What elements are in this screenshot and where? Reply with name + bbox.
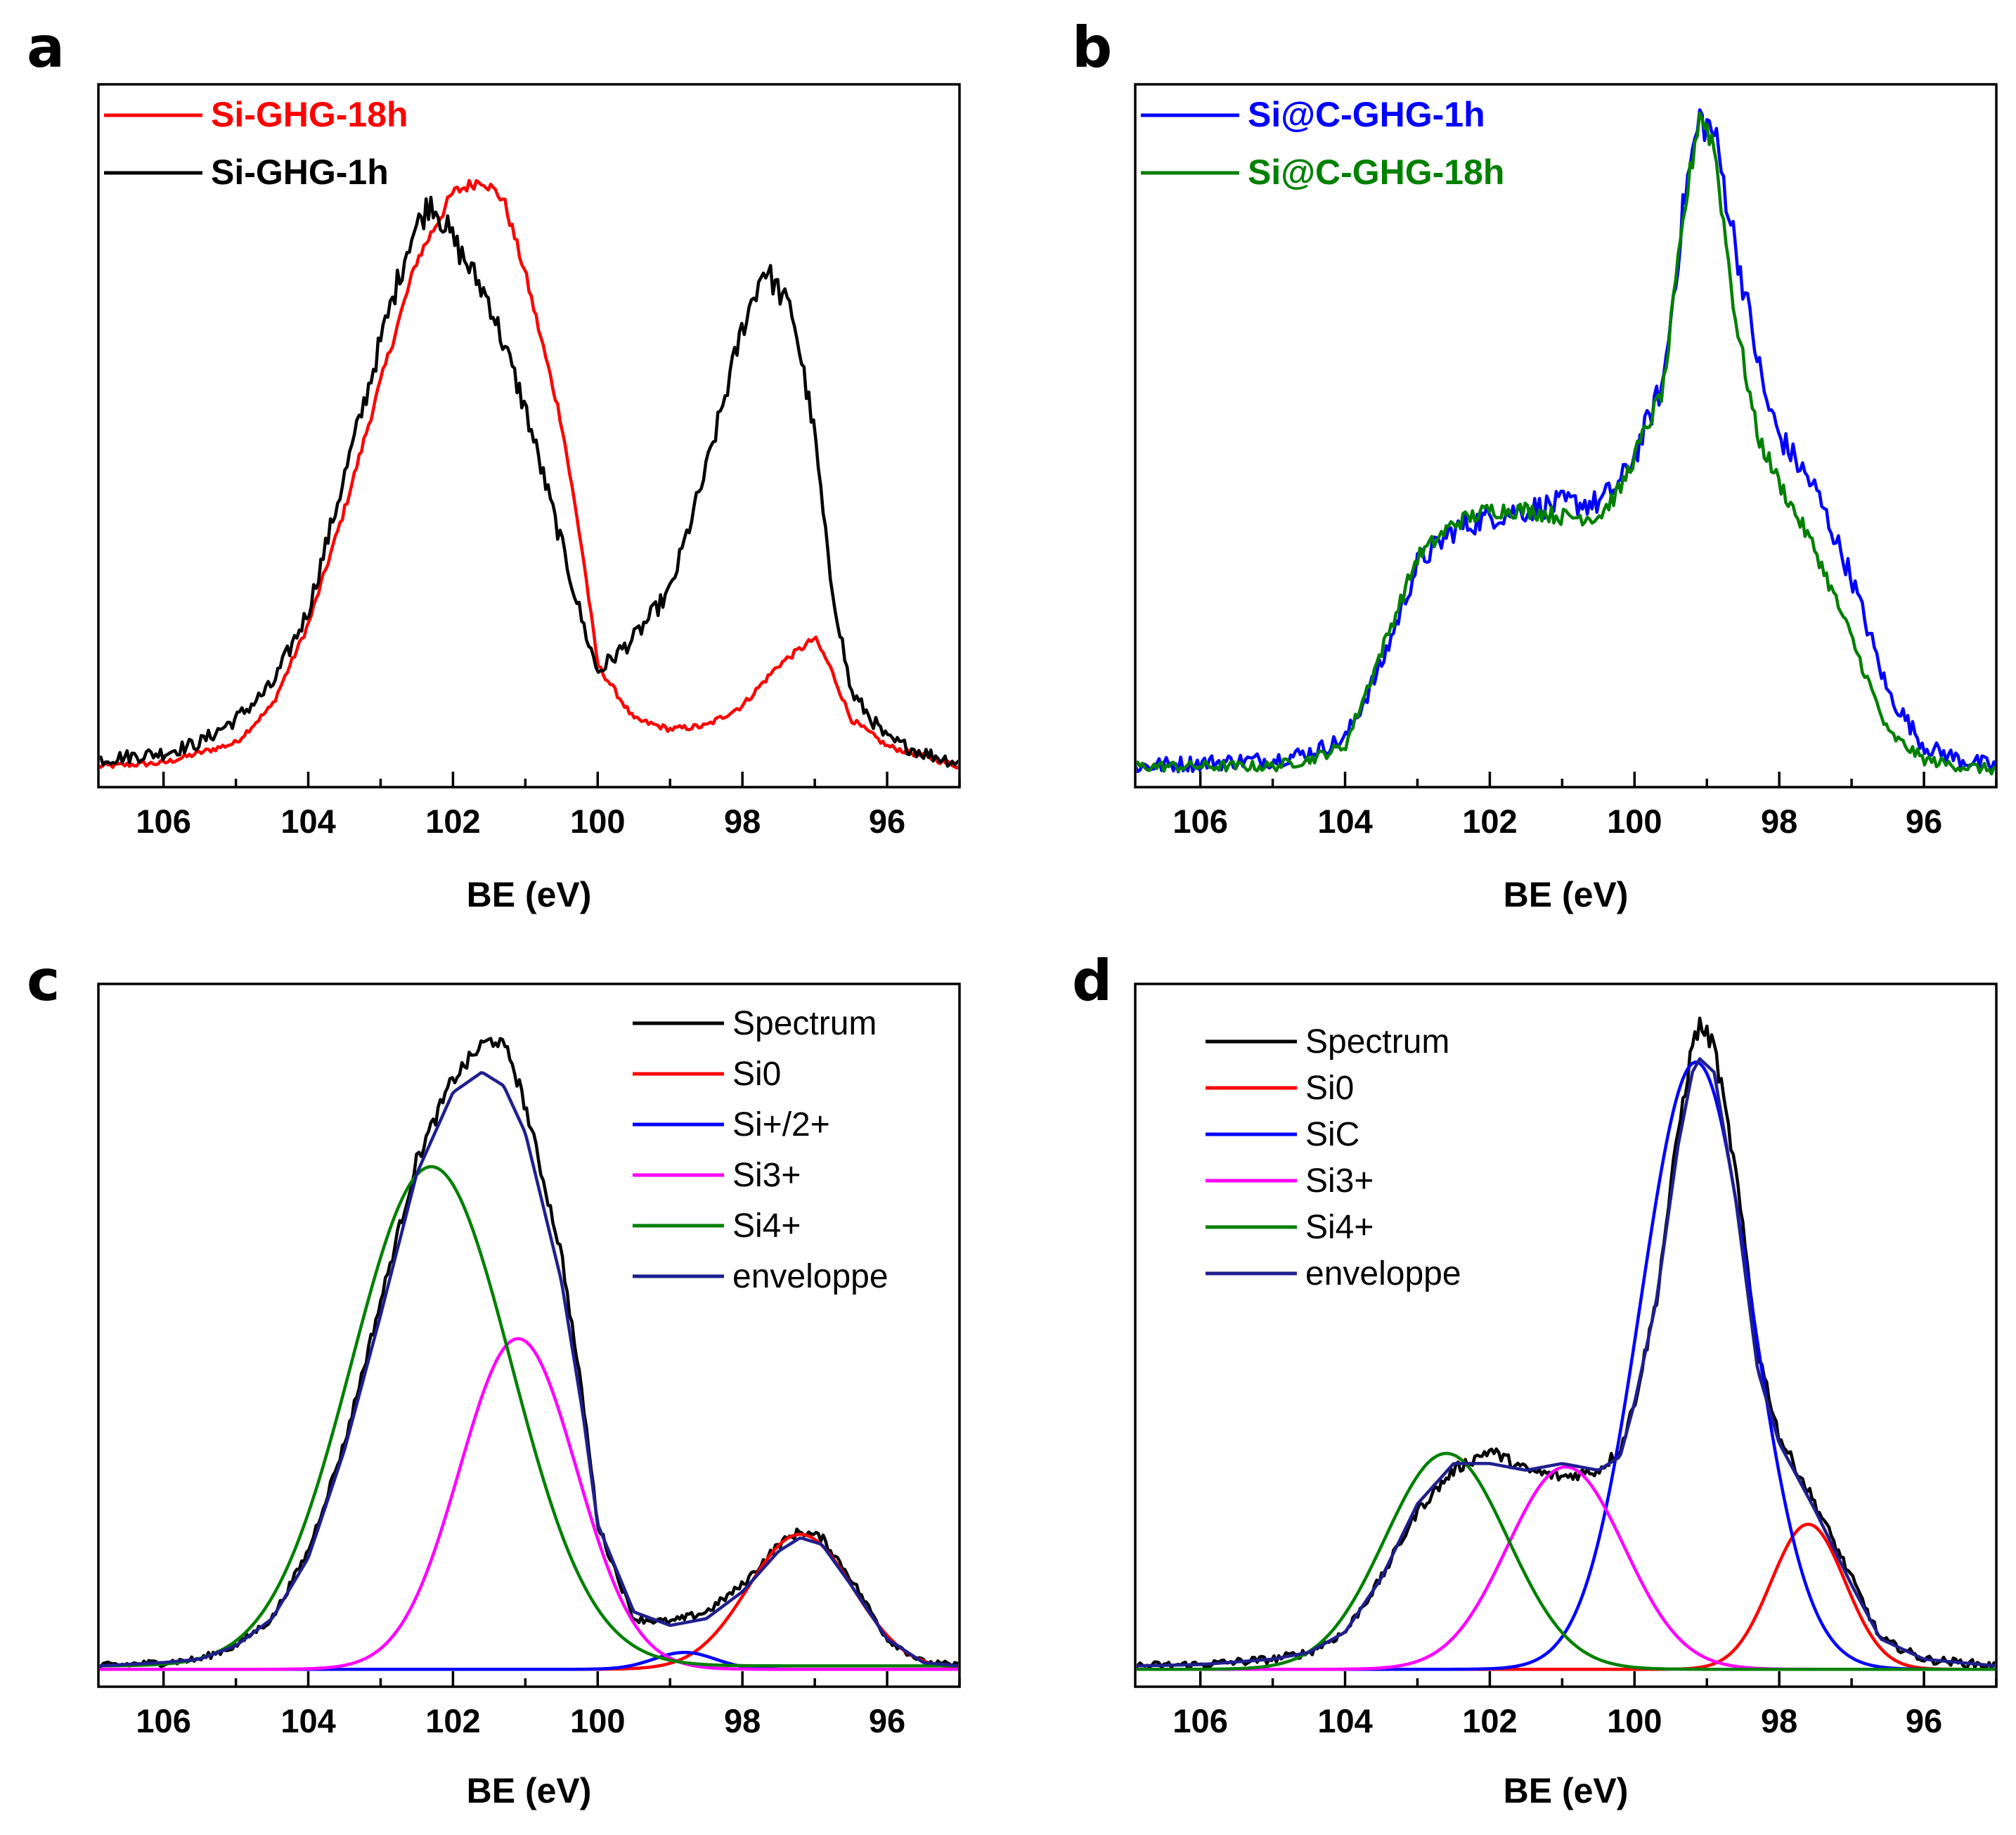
x-tick-label: 106 [136, 1702, 190, 1739]
legend-label: SiC [1305, 1116, 1359, 1153]
series-group [1137, 108, 1995, 776]
series-line-enveloppe [100, 1071, 958, 1668]
x-tick-label: 98 [1761, 1702, 1797, 1739]
series-line-si-ghg-1h [100, 195, 958, 768]
x-tick-label: 96 [869, 803, 905, 840]
plot-frame [1134, 83, 1998, 789]
x-tick-label: 104 [1317, 803, 1372, 840]
legend: Spectrum Si0 SiC Si3+ Si4+ enveloppe [1206, 1023, 1461, 1292]
series-line-spectrum [100, 1037, 958, 1671]
x-tick-label: 98 [1761, 803, 1797, 840]
series-line-si4- [100, 1165, 958, 1668]
panel-letter-c: c [27, 948, 60, 1013]
legend-label: Spectrum [732, 1005, 877, 1042]
plot-frame [97, 983, 961, 1688]
legend-label: Si3+ [732, 1157, 801, 1194]
legend-label: Spectrum [1305, 1023, 1449, 1061]
series-line-si-c-ghg-1h [1137, 108, 1995, 774]
x-tick-label: 104 [280, 803, 335, 840]
x-tick-label: 96 [1906, 1702, 1942, 1739]
legend-label: Si@C-GHG-18h [1248, 153, 1504, 192]
legend-label: enveloppe [1305, 1255, 1461, 1292]
x-tick-label: 102 [1462, 1702, 1517, 1739]
x-tick-label: 106 [1172, 1702, 1227, 1739]
series-line-si0 [1137, 1522, 1995, 1671]
plot-frame [1134, 983, 1998, 1688]
series-line-sic [1137, 1061, 1995, 1671]
series-line-enveloppe [1137, 1057, 1995, 1668]
legend-label: Si0 [1305, 1070, 1354, 1107]
series-line-si4- [1137, 1451, 1995, 1671]
legend-label: Si4+ [732, 1207, 801, 1245]
x-tick-label: 98 [724, 1702, 761, 1739]
series-line-si-ghg-18h [100, 179, 958, 770]
legend-label: enveloppe [732, 1258, 889, 1295]
x-tick-label: 100 [570, 1702, 625, 1739]
x-tick-label: 106 [1172, 803, 1227, 840]
x-axis-label: BE (eV) [467, 875, 592, 914]
legend-label: Si0 [732, 1056, 781, 1093]
x-axis-label: BE (eV) [1504, 1771, 1629, 1810]
legend: Si@C-GHG-1h Si@C-GHG-18h [1141, 95, 1504, 192]
x-tick-label: 100 [1607, 803, 1662, 840]
legend-label: Si+/2+ [732, 1106, 830, 1143]
panel-c: c 106 104 102 100 98 96 BE (eV) Spectrum Si0 Si+/2… [27, 948, 961, 1810]
legend-label: Si-GHG-18h [211, 95, 408, 134]
plot-frame [97, 83, 961, 789]
series-line-si3- [1137, 1465, 1995, 1671]
x-tick-label: 96 [869, 1702, 905, 1739]
x-tick-label: 104 [280, 1702, 335, 1739]
series-line-si3- [100, 1337, 958, 1671]
x-tick-label: 100 [570, 803, 625, 840]
legend-label: Si3+ [1305, 1162, 1374, 1200]
legend: Spectrum Si0 Si+/2+ Si3+ Si4+ enveloppe [633, 1005, 889, 1295]
series-group [100, 179, 958, 770]
x-tick-label: 100 [1607, 1702, 1662, 1739]
panel-letter-d: d [1072, 948, 1112, 1013]
series-line-spectrum [1137, 1016, 1995, 1671]
x-tick-label: 106 [136, 803, 190, 840]
panel-letter-a: a [27, 15, 65, 80]
x-axis-label: BE (eV) [467, 1771, 592, 1810]
series-group [100, 1037, 958, 1671]
x-axis-label: BE (eV) [1504, 875, 1629, 914]
x-tick-label: 102 [425, 803, 480, 840]
panel-letter-b: b [1072, 15, 1112, 80]
series-group [1137, 1016, 1995, 1671]
x-tick-label: 102 [1462, 803, 1517, 840]
legend-label: Si4+ [1305, 1209, 1374, 1246]
legend-label: Si-GHG-1h [211, 153, 389, 192]
legend: Si-GHG-18h Si-GHG-1h [104, 95, 408, 192]
x-tick-label: 96 [1906, 803, 1942, 840]
x-tick-label: 98 [724, 803, 761, 840]
legend-label: Si@C-GHG-1h [1248, 95, 1485, 134]
x-tick-label: 104 [1317, 1702, 1372, 1739]
x-tick-label: 102 [425, 1702, 480, 1739]
series-line-si-c-ghg-18h [1137, 111, 1995, 776]
panel-d: d 106 104 102 100 98 96 BE (eV) Spectrum Si0 SiC Si… [1072, 948, 1998, 1810]
